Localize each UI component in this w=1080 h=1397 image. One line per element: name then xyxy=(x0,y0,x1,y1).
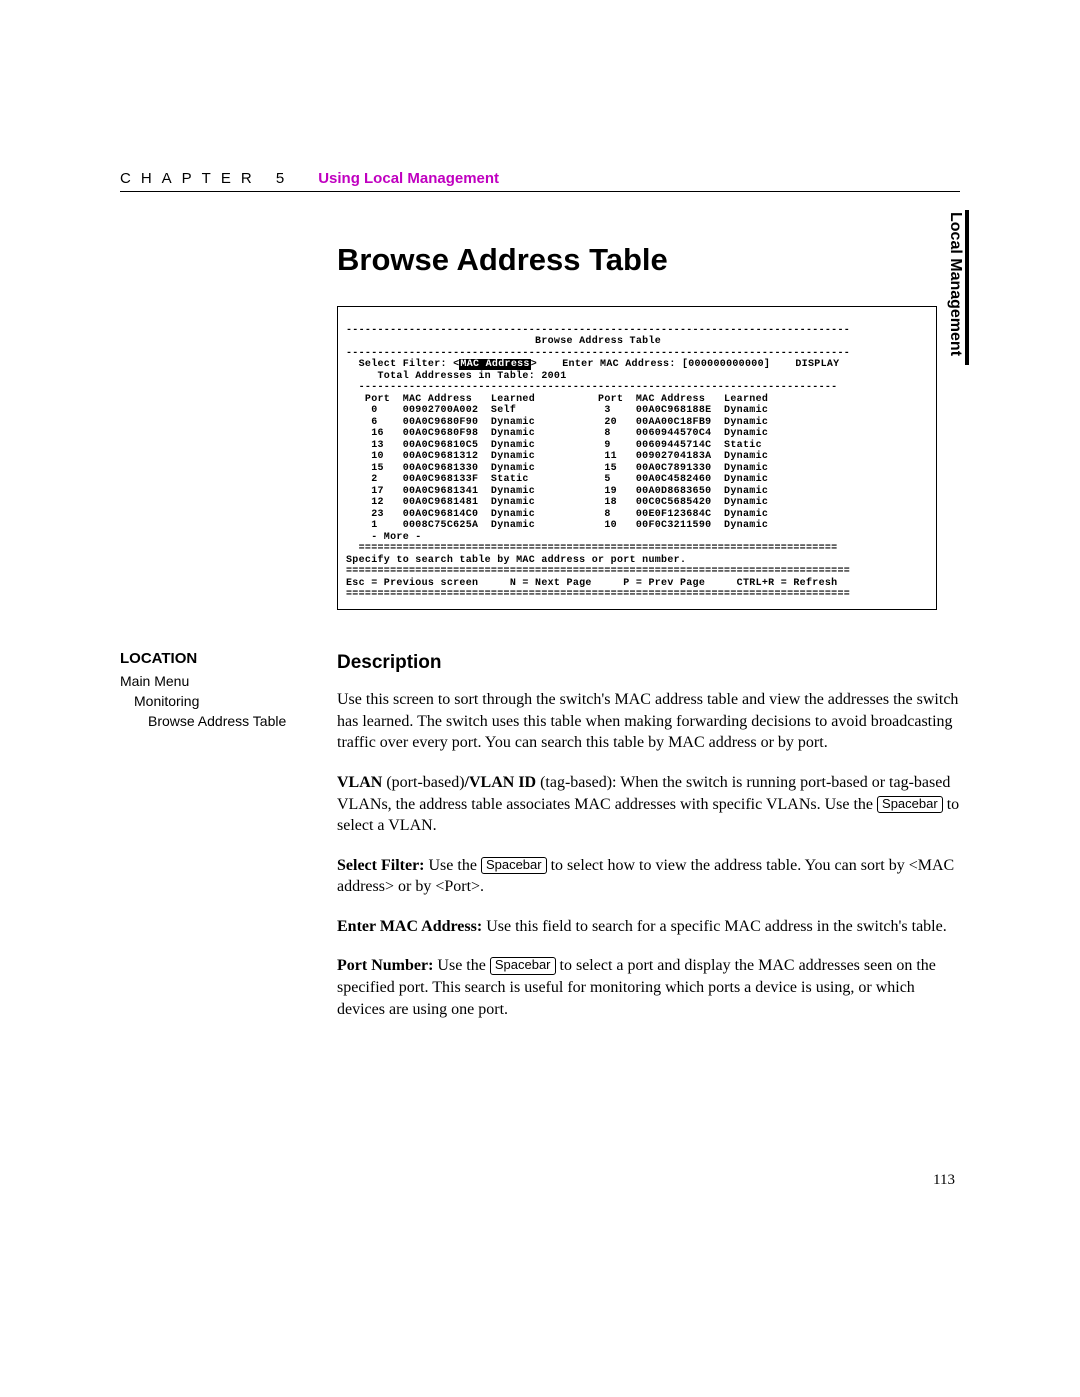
term-row: 2 00A0C968133F Static 5 00A0C4582460 Dyn… xyxy=(346,474,768,485)
term-filter-pre: Select Filter: < xyxy=(346,359,459,370)
chapter-label: CHAPTER 5 xyxy=(120,170,294,187)
term-line: ========================================… xyxy=(346,543,837,554)
vlan-label: VLAN xyxy=(337,774,382,791)
location-level-2: Monitoring xyxy=(134,693,317,709)
term-row: 23 00A0C96814C0 Dynamic 8 00E0F123684C D… xyxy=(346,509,768,520)
spacebar-keycap: Spacebar xyxy=(481,857,547,874)
term-line: ----------------------------------------… xyxy=(346,382,837,393)
term-row: 1 0008C75C625A Dynamic 10 00F0C3211590 D… xyxy=(346,520,768,531)
description-p4: Enter MAC Address: Use this field to sea… xyxy=(337,916,960,938)
description-heading: Description xyxy=(337,650,960,676)
side-tab: Local Management xyxy=(945,210,965,358)
description-block: Description Use this screen to sort thro… xyxy=(337,650,960,1039)
terminal-screenshot: ----------------------------------------… xyxy=(337,306,937,610)
spacebar-keycap: Spacebar xyxy=(877,796,943,813)
side-tab-bar xyxy=(965,210,969,365)
term-row: 13 00A0C96810C5 Dynamic 9 00609445714C S… xyxy=(346,440,762,451)
location-block: LOCATION Main Menu Monitoring Browse Add… xyxy=(120,650,337,1039)
term-row: 17 00A0C9681341 Dynamic 19 00A0D8683650 … xyxy=(346,486,768,497)
term-row: 0 00902700A002 Self 3 00A0C968188E Dynam… xyxy=(346,405,768,416)
term-hint: Specify to search table by MAC address o… xyxy=(346,555,686,566)
term-row: 12 00A0C9681481 Dynamic 18 00C0C5685420 … xyxy=(346,497,768,508)
term-line: ========================================… xyxy=(346,589,850,600)
term-title: Browse Address Table xyxy=(346,336,661,347)
term-footer: Esc = Previous screen N = Next Page P = … xyxy=(346,578,837,589)
select-filter-label: Select Filter: xyxy=(337,857,425,874)
location-level-3: Browse Address Table xyxy=(148,713,317,729)
term-total: Total Addresses in Table: 2001 xyxy=(346,371,567,382)
term-row: 10 00A0C9681312 Dynamic 11 00902704183A … xyxy=(346,451,768,462)
description-p3: Select Filter: Use the Spacebar to selec… xyxy=(337,855,960,898)
location-level-1: Main Menu xyxy=(120,673,317,689)
term-col-hdr: Port MAC Address Learned Port MAC Addres… xyxy=(346,394,768,405)
term-line: ----------------------------------------… xyxy=(346,325,850,336)
description-p5: Port Number: Use the Spacebar to select … xyxy=(337,955,960,1020)
description-p1: Use this screen to sort through the swit… xyxy=(337,689,960,754)
description-p2: VLAN (port-based)/VLAN ID (tag-based): W… xyxy=(337,772,960,837)
vlan-id-label: /VLAN ID xyxy=(465,774,537,791)
term-filter-post: > Enter MAC Address: [000000000000] DISP… xyxy=(531,359,840,370)
page-number: 113 xyxy=(933,1172,955,1189)
term-row: 15 00A0C9681330 Dynamic 15 00A0C7891330 … xyxy=(346,463,768,474)
term-line: ----------------------------------------… xyxy=(346,348,850,359)
term-row: 16 00A0C9680F98 Dynamic 8 0060944570C4 D… xyxy=(346,428,768,439)
port-number-label: Port Number: xyxy=(337,957,433,974)
page-header: CHAPTER 5 Using Local Management xyxy=(120,170,960,192)
term-filter-hl: MAC Address xyxy=(459,359,530,370)
term-more: - More - xyxy=(346,532,422,543)
term-row: 6 00A0C9680F90 Dynamic 20 00AA00C18FB9 D… xyxy=(346,417,768,428)
location-heading: LOCATION xyxy=(120,650,317,667)
spacebar-keycap: Spacebar xyxy=(490,957,556,974)
page-title: Browse Address Table xyxy=(337,242,960,278)
enter-mac-label: Enter MAC Address: xyxy=(337,918,482,935)
term-line: ========================================… xyxy=(346,566,850,577)
header-section-title: Using Local Management xyxy=(318,170,499,187)
